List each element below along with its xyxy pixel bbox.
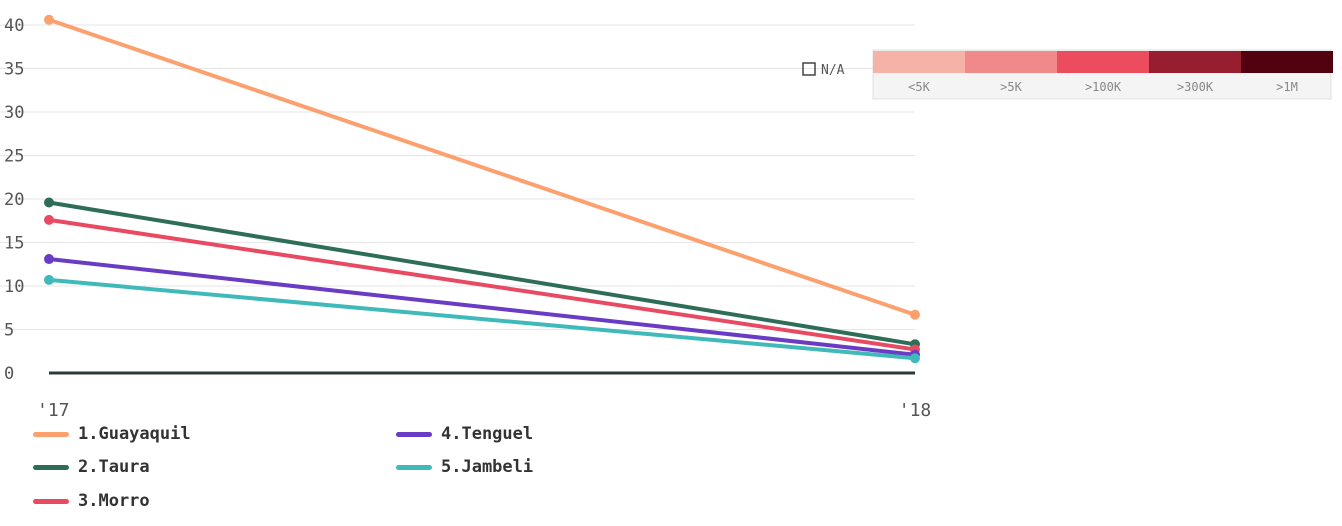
scale-bin-label: >5K — [1000, 80, 1022, 94]
y-tick-label: 20 — [4, 190, 24, 210]
legend-label: 2.Taura — [78, 457, 150, 477]
series-lines — [44, 14, 920, 364]
data-point — [44, 274, 54, 285]
data-point — [44, 254, 54, 265]
y-tick-label: 10 — [4, 277, 24, 297]
data-point — [910, 353, 920, 364]
scale-bin — [873, 51, 965, 73]
legend-swatch — [396, 464, 432, 470]
scale-bin — [1057, 51, 1149, 73]
y-tick-label: 5 — [4, 321, 14, 341]
data-point — [44, 197, 54, 208]
y-tick-label: 35 — [4, 60, 24, 80]
legend-label: 1.Guayaquil — [78, 424, 191, 444]
legend-label: 4.Tenguel — [441, 424, 534, 444]
y-axis-ticks: 0 5 10 15 20 25 30 35 40 — [4, 16, 24, 384]
data-point — [44, 14, 54, 25]
scale-bin-label: <5K — [908, 80, 930, 94]
data-point — [44, 214, 54, 225]
na-label: N/A — [821, 63, 845, 78]
y-tick-label: 25 — [4, 147, 24, 167]
y-tick-label: 30 — [4, 103, 24, 123]
x-tick-label: '17 — [37, 400, 70, 421]
scale-bin-label: >300K — [1177, 80, 1214, 94]
legend-swatch — [33, 464, 69, 470]
legend-item: 1.Guayaquil — [33, 424, 191, 444]
legend-label: 5.Jambeli — [441, 457, 534, 477]
y-tick-label: 40 — [4, 16, 24, 36]
scale-bin-label: >1M — [1276, 80, 1298, 94]
legend-swatch — [396, 431, 432, 437]
series-line — [47, 217, 917, 352]
legend-swatch — [33, 431, 69, 437]
y-tick-label: 0 — [4, 364, 14, 384]
legend-item: 4.Tenguel — [396, 424, 533, 444]
legend-swatch — [33, 498, 69, 504]
legend-item: 3.Morro — [33, 491, 150, 511]
scale-bin-label: >100K — [1085, 80, 1122, 94]
na-swatch — [802, 62, 816, 76]
scale-bin — [1149, 51, 1241, 73]
scale-bin — [965, 51, 1057, 73]
legend-item: 5.Jambeli — [396, 457, 533, 477]
line-chart: 0 5 10 15 20 25 30 35 40 '17 '18 N/A <5K >5K >100K >3… — [0, 14, 1333, 421]
data-point — [910, 309, 920, 320]
series-line — [47, 17, 917, 317]
series-line — [47, 257, 917, 357]
x-tick-label: '18 — [899, 400, 932, 421]
series-line — [47, 277, 917, 361]
scale-bin — [1241, 51, 1333, 73]
x-axis-ticks: '17 '18 — [37, 400, 931, 421]
series-line — [47, 200, 917, 347]
gridlines — [0, 24, 915, 330]
legend-label: 3.Morro — [78, 491, 150, 511]
y-tick-label: 15 — [4, 234, 24, 254]
legend-item: 2.Taura — [33, 457, 150, 477]
color-scale-legend: N/A <5K >5K >100K >300K >1M — [802, 49, 1333, 100]
